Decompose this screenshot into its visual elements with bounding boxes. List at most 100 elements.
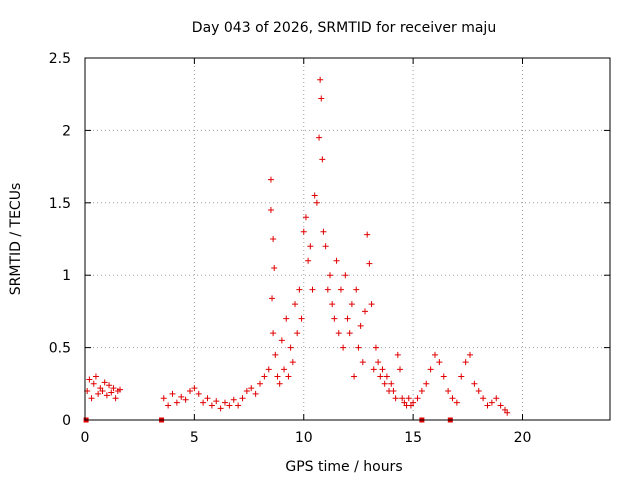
data-point [355,344,362,351]
data-point [381,380,388,387]
data-point [432,351,438,358]
data-point [213,398,220,405]
data-point [165,402,172,409]
data-point [239,395,246,402]
data-point [285,373,292,380]
data-point [226,402,233,409]
data-point [278,337,285,344]
data-point [390,388,397,395]
data-point [405,395,412,402]
data-point [182,396,189,403]
data-point [329,301,336,308]
data-point [440,373,447,380]
data-point [274,373,281,380]
data-point [418,388,425,395]
data-point [257,380,263,387]
data-point [344,315,351,322]
data-point [458,373,465,380]
data-point [169,390,176,397]
y-tick-label: 0 [62,413,71,429]
data-point [377,373,384,380]
data-point [235,402,242,409]
plot-frame [84,57,611,421]
data-point [475,388,482,395]
data-point [195,390,202,397]
data-point [272,351,279,358]
data-point [375,359,382,366]
data-point [90,380,97,387]
data-point [103,392,110,399]
data-point [317,76,324,83]
data-point [265,366,272,373]
data-point [335,330,342,337]
data-point [394,351,401,358]
data-point [414,395,421,402]
x-tick-label: 10 [295,430,313,446]
data-point [379,366,386,373]
data-point [484,402,491,409]
data-point [296,286,303,293]
data-point [399,395,406,402]
axis-ticks: 0 5 10 15 20 0 0.5 1 1.5 2 2.5 [49,51,610,446]
data-point [311,192,318,199]
data-point [480,395,487,402]
data-point [160,395,167,402]
data-points [84,76,511,416]
data-point [346,330,353,337]
data-point [294,330,301,337]
data-point [342,272,349,279]
y-tick-label: 1.5 [49,196,71,212]
data-point [270,330,277,337]
data-point [86,376,93,383]
data-point [252,390,259,397]
data-point [178,393,185,400]
data-point [453,399,460,406]
data-point [471,380,478,387]
data-point [324,286,331,293]
data-point [267,207,274,214]
data-point [309,286,316,293]
x-axis-label: GPS time / hours [285,459,402,475]
data-point [281,366,288,373]
data-point [92,373,99,380]
data-point [230,396,237,403]
y-tick-label: 2 [62,123,71,139]
y-axis-label: SRMTID / TECUs [8,183,24,296]
data-point [243,388,250,395]
data-point [287,344,294,351]
y-tick-label: 2.5 [49,51,71,67]
data-point [276,380,283,387]
data-point [204,395,211,402]
y-tick-label: 1 [62,268,71,284]
data-point [99,388,106,395]
data-point [289,359,296,366]
data-point [467,351,473,358]
grid-lines [85,58,610,420]
data-point [462,359,469,366]
data-point [427,366,434,373]
data-point [200,399,207,406]
data-point [364,231,371,238]
data-point [449,395,456,402]
data-point [337,286,344,293]
data-point [322,243,329,250]
data-point [187,388,193,395]
data-point [423,380,430,387]
data-point [504,409,511,416]
data-point [298,315,305,322]
data-point [318,95,325,102]
data-point [397,366,403,373]
x-tick-label: 5 [190,430,199,446]
data-point [267,176,274,183]
data-point [271,264,278,271]
data-point [108,389,115,396]
data-point [493,395,500,402]
data-point [208,402,215,409]
data-point [388,380,395,387]
data-point [117,386,123,393]
data-point [270,236,277,242]
data-point [305,257,312,264]
data-point [359,359,366,366]
data-point [173,399,180,406]
